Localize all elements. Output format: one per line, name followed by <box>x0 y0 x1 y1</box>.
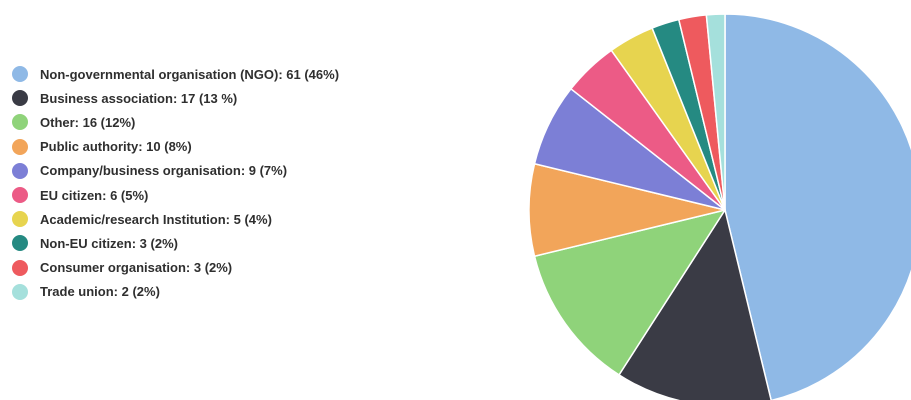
legend-label: Academic/research Institution: 5 (4%) <box>40 211 272 227</box>
legend-item[interactable]: Other: 16 (12%) <box>12 110 339 134</box>
legend-swatch <box>12 235 28 252</box>
legend-item[interactable]: Non-EU citizen: 3 (2%) <box>12 231 339 255</box>
legend-item[interactable]: Business association: 17 (13 %) <box>12 86 339 110</box>
chart-legend: Non-governmental organisation (NGO): 61 … <box>12 62 339 304</box>
legend-item[interactable]: Non-governmental organisation (NGO): 61 … <box>12 62 339 86</box>
legend-swatch <box>12 187 28 204</box>
legend-swatch <box>12 259 28 276</box>
legend-swatch <box>12 114 28 131</box>
legend-swatch <box>12 90 28 107</box>
legend-swatch <box>12 162 28 179</box>
legend-swatch <box>12 138 28 155</box>
pie-slice-1[interactable] <box>618 209 772 400</box>
pie-slice-2[interactable] <box>533 209 726 376</box>
legend-label: Non-governmental organisation (NGO): 61 … <box>40 66 340 82</box>
legend-item[interactable]: Consumer organisation: 3 (2%) <box>12 256 339 280</box>
legend-item[interactable]: Academic/research Institution: 5 (4%) <box>12 207 339 231</box>
legend-swatch <box>12 283 28 300</box>
pie-slice-9[interactable] <box>705 13 726 211</box>
legend-item[interactable]: EU citizen: 6 (5%) <box>12 183 339 207</box>
legend-swatch <box>12 66 28 83</box>
legend-label: Consumer organisation: 3 (2%) <box>40 260 233 276</box>
legend-label: EU citizen: 6 (5%) <box>40 187 149 203</box>
legend-label: Business association: 17 (13 %) <box>40 90 238 106</box>
pie-slice-0[interactable] <box>724 13 911 400</box>
legend-label: Company/business organisation: 9 (7%) <box>40 163 288 179</box>
legend-label: Non-EU citizen: 3 (2%) <box>40 235 178 251</box>
legend-label: Public authority: 10 (8%) <box>40 139 192 155</box>
legend-item[interactable]: Trade union: 2 (2%) <box>12 280 339 304</box>
legend-label: Trade union: 2 (2%) <box>40 284 160 300</box>
legend-item[interactable]: Company/business organisation: 9 (7%) <box>12 159 339 183</box>
legend-label: Other: 16 (12%) <box>40 114 136 130</box>
legend-swatch <box>12 211 28 228</box>
legend-item[interactable]: Public authority: 10 (8%) <box>12 135 339 159</box>
